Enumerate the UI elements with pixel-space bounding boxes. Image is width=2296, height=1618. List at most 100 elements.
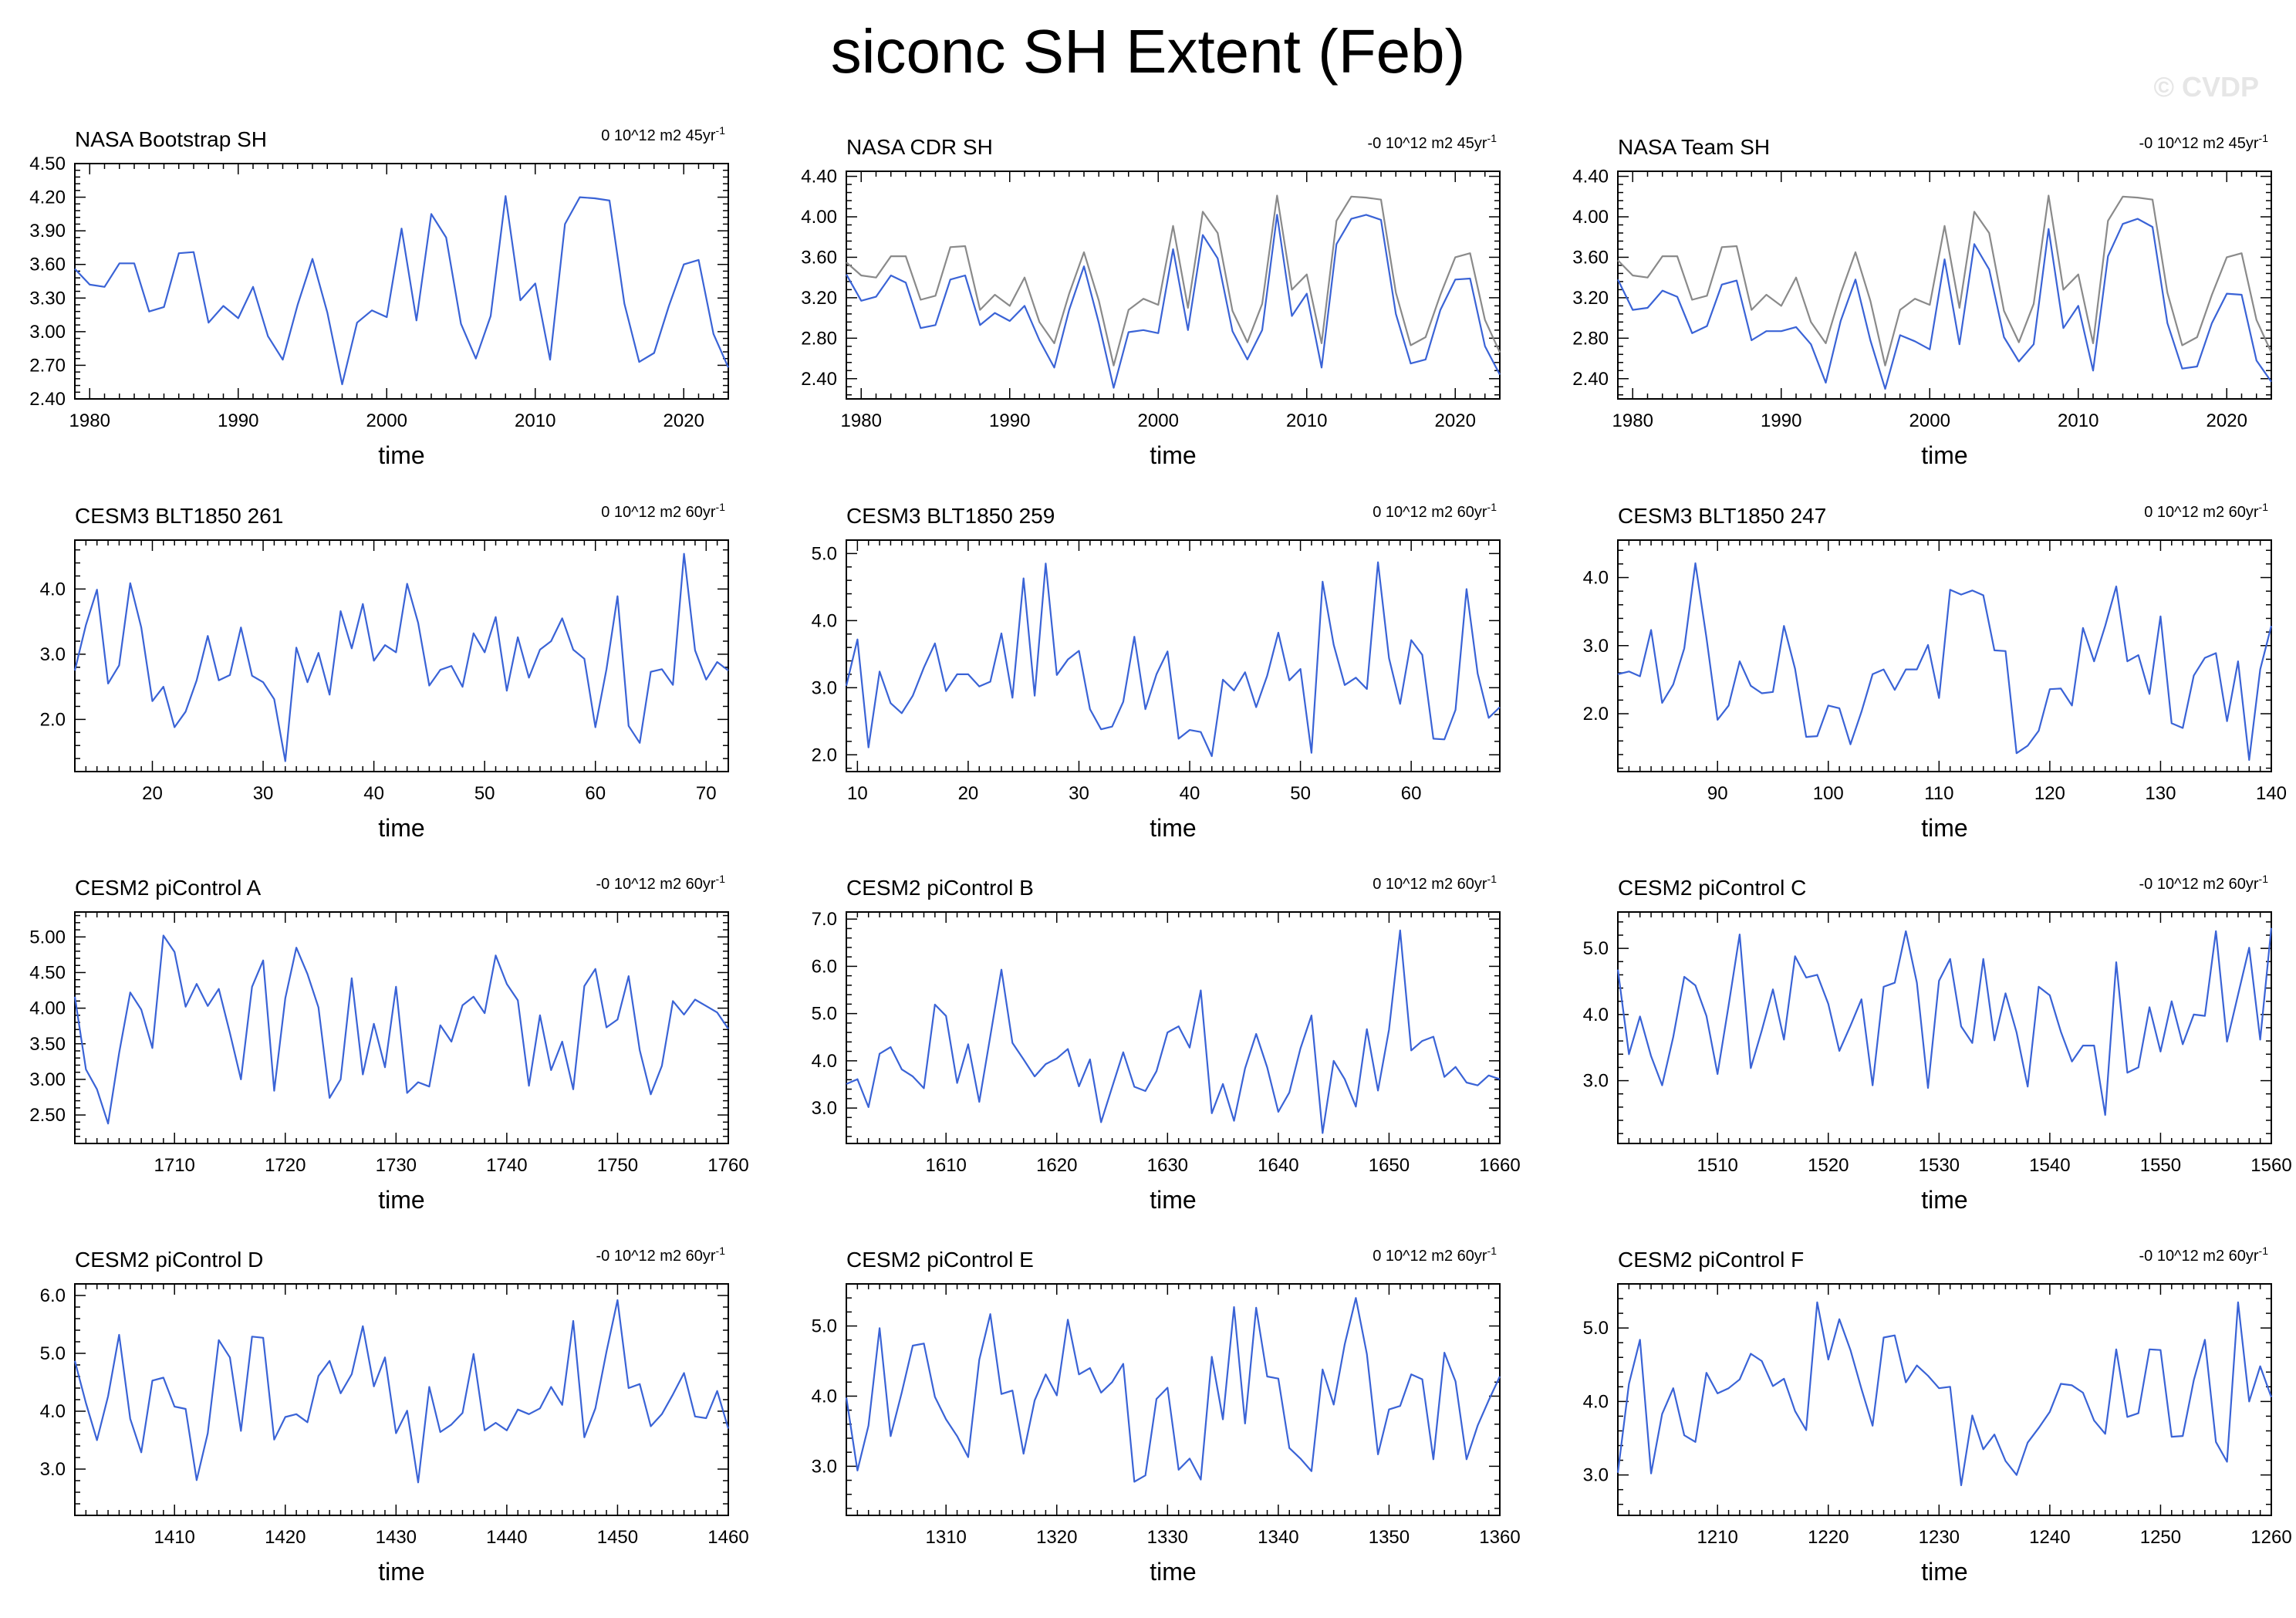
panel-cesm2-picontrol-e: 1310 1320 1330 1340 1350 1360 3.0 4.0 5.0 CESM2 p…	[812, 1245, 1521, 1586]
panel-cesm2-picontrol-c: 1510 1520 1530 1540 1550 1560 3.0 4.0 5.0 CESM2 p…	[1583, 873, 2292, 1214]
y-tick-label: 4.0	[812, 610, 837, 631]
trend-value: -0 10^12 m2 60yr	[2139, 1248, 2259, 1265]
y-tick-label: 4.00	[801, 207, 837, 228]
trend-annotation: -0 10^12 m2 45yr-1	[2139, 132, 2269, 152]
x-tick-label: 1410	[154, 1527, 195, 1548]
series-line-cesm2-picontrol-b	[846, 929, 1501, 1134]
trend-exponent: -1	[2259, 873, 2269, 885]
y-tick-label: 4.0	[1583, 1005, 1609, 1025]
x-tick-label: 1980	[69, 410, 110, 431]
trend-annotation: 0 10^12 m2 60yr-1	[1373, 1245, 1497, 1265]
y-tick-label: 3.60	[801, 247, 837, 268]
x-axis-label: time	[378, 814, 424, 842]
x-tick-label: 1250	[2140, 1527, 2181, 1548]
x-tick-label: 1740	[486, 1155, 527, 1176]
y-tick-label: 4.0	[40, 1401, 66, 1422]
x-tick-label: 130	[2145, 783, 2176, 804]
trend-annotation: 0 10^12 m2 45yr-1	[601, 124, 725, 144]
x-axis-label: time	[1921, 814, 1967, 842]
x-tick-label: 110	[1924, 783, 1953, 804]
series-line-cesm3-blt1850-261	[73, 552, 729, 762]
y-tick-label: 4.0	[812, 1386, 837, 1407]
x-tick-label: 2010	[515, 410, 555, 431]
x-tick-label: 1650	[1369, 1155, 1410, 1176]
x-tick-label: 1330	[1147, 1527, 1188, 1548]
series-line-cesm2-picontrol-c	[1616, 927, 2273, 1116]
panel-cesm3-blt1850-247: 90 100 110 120 130 140 2.0 3.0 4.0 CESM3 BLT1850 …	[1583, 501, 2287, 842]
y-tick-label: 3.60	[29, 255, 66, 275]
x-tick-label: 1710	[154, 1155, 195, 1176]
y-tick-label: 3.00	[29, 322, 66, 343]
trend-value: -0 10^12 m2 45yr	[1368, 135, 1487, 152]
y-tick-label: 4.0	[1583, 1391, 1609, 1412]
x-tick-label: 20	[958, 783, 979, 804]
trend-annotation: 0 10^12 m2 60yr-1	[1373, 501, 1497, 521]
x-tick-label: 1620	[1036, 1155, 1077, 1176]
trend-exponent: -1	[1487, 132, 1497, 144]
x-tick-label: 90	[1707, 783, 1728, 804]
series-line-cesm3-blt1850-247	[1617, 562, 2273, 762]
y-tick-label: 3.20	[801, 288, 837, 309]
x-tick-label: 1460	[707, 1527, 748, 1548]
x-axis-label: time	[1150, 814, 1196, 842]
y-tick-label: 4.50	[29, 154, 66, 174]
x-axis-label: time	[378, 1558, 424, 1586]
y-tick-label: 3.90	[29, 221, 66, 242]
x-tick-label: 1560	[2250, 1155, 2291, 1176]
y-tick-label: 4.0	[1583, 568, 1609, 589]
x-tick-label: 1640	[1258, 1155, 1298, 1176]
series-line-nasa-cdr-sh	[846, 214, 1501, 389]
y-tick-label: 3.0	[812, 1098, 837, 1119]
y-tick-label: 2.80	[1572, 328, 1609, 349]
panel-nasa-bootstrap-sh: 1980 1990 2000 2010 2020 2.40 2.70 3.00 3.30 3.60…	[29, 124, 730, 469]
y-tick-label: 4.50	[29, 962, 66, 983]
y-tick-label: 5.00	[29, 927, 66, 947]
panel-nasa-cdr-sh: 1980 1990 2000 2010 2020 2.40 2.80 3.20 3.60 4.00…	[801, 132, 1501, 469]
y-tick-label: 3.0	[1583, 1071, 1609, 1092]
x-tick-label: 1420	[265, 1527, 306, 1548]
series-line-reference	[1617, 194, 2273, 366]
trend-exponent: -1	[716, 1245, 726, 1257]
x-tick-label: 1750	[597, 1155, 638, 1176]
panel-title: CESM2 piControl A	[75, 876, 262, 900]
x-tick-label: 40	[363, 783, 384, 804]
series-line-cesm3-blt1850-259	[845, 561, 1501, 758]
x-tick-label: 50	[474, 783, 495, 804]
trend-annotation: 0 10^12 m2 60yr-1	[601, 501, 725, 521]
trend-exponent: -1	[716, 873, 726, 885]
tick-marks-cesm2-picontrol-f	[1617, 1283, 2272, 1515]
trend-annotation: 0 10^12 m2 60yr-1	[2144, 501, 2268, 521]
trend-value: 0 10^12 m2 60yr	[601, 504, 716, 521]
trend-value: 0 10^12 m2 60yr	[1373, 876, 1487, 893]
y-tick-label: 3.30	[29, 288, 66, 309]
panel-cesm3-blt1850-259: 10 20 30 40 50 60 2.0 3.0 4.0 5.0 CESM3 BLT1850 25…	[812, 501, 1501, 842]
y-tick-label: 5.0	[812, 543, 837, 564]
y-tick-label: 5.0	[1583, 1318, 1609, 1339]
x-axis-label: time	[1921, 1186, 1967, 1214]
x-tick-label: 100	[1813, 783, 1844, 804]
panel-title: CESM2 piControl F	[1618, 1248, 1804, 1272]
x-tick-label: 1350	[1369, 1527, 1410, 1548]
trend-annotation: -0 10^12 m2 60yr-1	[596, 873, 726, 893]
x-tick-label: 1220	[1808, 1527, 1849, 1548]
trend-exponent: -1	[716, 501, 726, 513]
y-tick-label: 2.80	[801, 328, 837, 349]
x-tick-label: 20	[142, 783, 163, 804]
x-tick-label: 1990	[218, 410, 258, 431]
tick-marks-cesm2-picontrol-c	[1617, 912, 2272, 1143]
trend-exponent: -1	[2259, 1245, 2269, 1257]
y-tick-label: 3.0	[1583, 636, 1609, 657]
trend-annotation: -0 10^12 m2 60yr-1	[596, 1245, 726, 1265]
x-tick-label: 120	[2034, 783, 2065, 804]
y-tick-label: 7.0	[812, 909, 837, 930]
trend-value: -0 10^12 m2 60yr	[596, 1248, 716, 1265]
y-tick-label: 4.40	[801, 167, 837, 187]
y-tick-label: 3.0	[812, 1456, 837, 1477]
plot-frame-cesm2-picontrol-d	[74, 1283, 729, 1516]
x-tick-label: 1260	[2250, 1527, 2291, 1548]
x-tick-label: 1520	[1808, 1155, 1849, 1176]
y-tick-label: 4.0	[40, 579, 66, 600]
trend-exponent: -1	[2259, 501, 2269, 513]
x-tick-label: 1980	[1612, 410, 1653, 431]
